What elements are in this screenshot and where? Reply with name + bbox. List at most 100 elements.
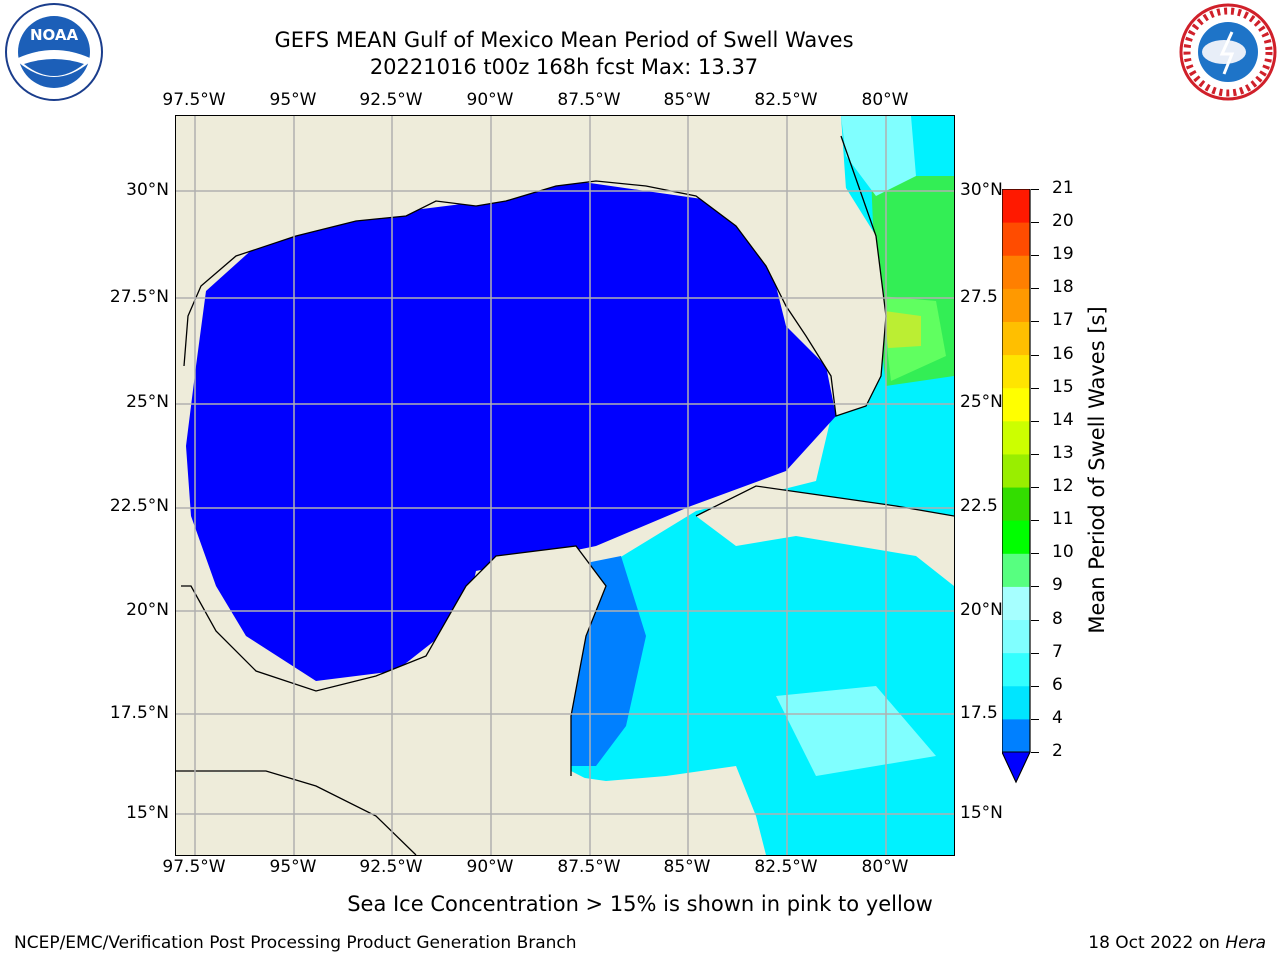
lat-label-right: 20°N	[960, 600, 1003, 620]
colorbar-swatch	[1002, 420, 1030, 455]
lat-label-left: 22.5°N	[109, 496, 169, 516]
colorbar-tick-mark	[1031, 321, 1039, 323]
lat-label-left: 15°N	[126, 803, 169, 823]
colorbar-swatch	[1002, 619, 1030, 654]
map-plot	[176, 116, 955, 856]
cuba-land	[696, 486, 954, 586]
colorbar-tick-label: 20	[1052, 211, 1074, 232]
colorbar-tick-mark	[1031, 553, 1039, 555]
lon-label-top: 82.5°W	[754, 90, 818, 110]
colorbar-tick-mark	[1031, 420, 1039, 422]
colorbar-tick-mark	[1031, 189, 1039, 190]
noaa-logo-icon: NOAA	[4, 2, 104, 102]
colorbar-tick-label: 9	[1052, 575, 1063, 596]
colorbar-tick-label: 16	[1052, 343, 1074, 364]
lon-label-top: 85°W	[663, 90, 711, 110]
colorbar-tick-label: 15	[1052, 376, 1074, 397]
nws-logo-icon	[1178, 2, 1278, 102]
colorbar-swatch	[1002, 321, 1030, 356]
colorbar-swatch	[1002, 189, 1030, 223]
noaa-logo-text: NOAA	[30, 26, 79, 44]
max-period-patch	[884, 311, 921, 348]
colorbar-tick-label: 13	[1052, 442, 1074, 463]
lon-label-bottom: 82.5°W	[754, 857, 818, 877]
colorbar-swatch	[1002, 652, 1030, 687]
colorbar-tick-mark	[1031, 288, 1039, 290]
lat-label-left: 17.5°N	[109, 703, 169, 723]
colorbar-tick-label: 12	[1052, 476, 1074, 497]
colorbar-tick-mark	[1031, 586, 1039, 588]
lat-label-left: 20°N	[126, 600, 169, 620]
lon-label-bottom: 90°W	[466, 857, 514, 877]
colorbar-swatch	[1002, 487, 1030, 521]
colorbar-label: Mean Period of Swell Waves [s]	[1085, 306, 1109, 634]
colorbar-tick-label: 18	[1052, 277, 1074, 298]
colorbar-tick-label: 11	[1052, 509, 1074, 530]
colorbar-tick-label: 2	[1052, 741, 1063, 761]
coastline-cuba	[695, 485, 955, 517]
lon-label-top: 90°W	[466, 90, 514, 110]
colorbar-tick-mark	[1031, 222, 1039, 224]
lat-label-right: 15°N	[960, 803, 1003, 823]
lon-label-top: 97.5°W	[162, 90, 226, 110]
lat-label-right: 22.5	[960, 496, 998, 516]
footer-date: 18 Oct 2022 on Hera	[1088, 933, 1266, 953]
lon-label-bottom: 97.5°W	[162, 857, 226, 877]
colorbar-tick-mark	[1031, 718, 1039, 720]
colorbar-swatch	[1002, 288, 1030, 322]
lat-label-left: 25°N	[126, 392, 169, 412]
lon-label-bottom: 80°W	[861, 857, 909, 877]
lon-label-top: 80°W	[861, 90, 909, 110]
lat-label-left: 27.5°N	[109, 287, 169, 307]
lat-label-left: 30°N	[126, 180, 169, 200]
colorbar-tick-mark	[1031, 619, 1039, 621]
colorbar-tick-mark	[1031, 487, 1039, 489]
gridlines	[176, 116, 954, 855]
colorbar-tick-label: 4	[1052, 707, 1063, 728]
lat-label-right: 17.5	[960, 703, 998, 723]
colorbar-tick-label: 10	[1052, 542, 1074, 563]
lat-label-right: 27.5	[960, 287, 998, 307]
footer-machine: Hera	[1225, 933, 1266, 953]
lat-label-right: 30°N	[960, 180, 1003, 200]
colorbar-tick-label: 21	[1052, 178, 1074, 198]
colorbar-tick-mark	[1031, 387, 1039, 389]
colorbar-tick-mark	[1031, 453, 1039, 455]
colorbar-tick-label: 14	[1052, 409, 1074, 430]
mexico-land	[176, 536, 766, 855]
lat-label-right: 25°N	[960, 392, 1003, 412]
colorbar-swatch	[1002, 387, 1030, 422]
footer-date-text: 18 Oct 2022 on	[1088, 933, 1226, 953]
colorbar-swatch	[1002, 222, 1030, 256]
lon-label-bottom: 87.5°W	[557, 857, 621, 877]
map-title: GEFS MEAN Gulf of Mexico Mean Period of …	[274, 28, 854, 52]
map-subtitle: 20221016 t00z 168h fcst Max: 13.37	[369, 55, 759, 79]
colorbar-tick-mark	[1031, 752, 1039, 753]
colorbar-tick-mark	[1031, 520, 1039, 522]
coastline-north	[183, 135, 887, 417]
colorbar-swatch	[1002, 553, 1030, 587]
colorbar-swatch	[1002, 586, 1030, 621]
colorbar-tick-mark	[1031, 255, 1039, 257]
sea-ice-note: Sea Ice Concentration > 15% is shown in …	[347, 892, 933, 916]
colorbar-swatch	[1002, 718, 1030, 753]
colorbar-tick-label: 7	[1052, 641, 1063, 662]
lon-label-bottom: 92.5°W	[359, 857, 423, 877]
footer-branch: NCEP/EMC/Verification Post Processing Pr…	[14, 933, 577, 953]
lon-label-bottom: 95°W	[269, 857, 317, 877]
map-panel	[175, 115, 955, 856]
colorbar-tick-mark	[1031, 685, 1039, 687]
colorbar-swatch	[1002, 520, 1030, 554]
colorbar-swatch	[1002, 685, 1030, 720]
colorbar-swatch	[1002, 255, 1030, 289]
colorbar	[1001, 188, 1034, 784]
colorbar-tick-mark	[1031, 354, 1039, 356]
lon-label-top: 87.5°W	[557, 90, 621, 110]
colorbar-tick-label: 19	[1052, 244, 1074, 265]
lon-label-bottom: 85°W	[663, 857, 711, 877]
lon-label-top: 95°W	[269, 90, 317, 110]
colorbar-swatch	[1002, 453, 1030, 488]
colorbar-tick-label: 8	[1052, 608, 1063, 629]
colorbar-tick-label: 17	[1052, 310, 1074, 331]
colorbar-swatch	[1002, 354, 1030, 389]
